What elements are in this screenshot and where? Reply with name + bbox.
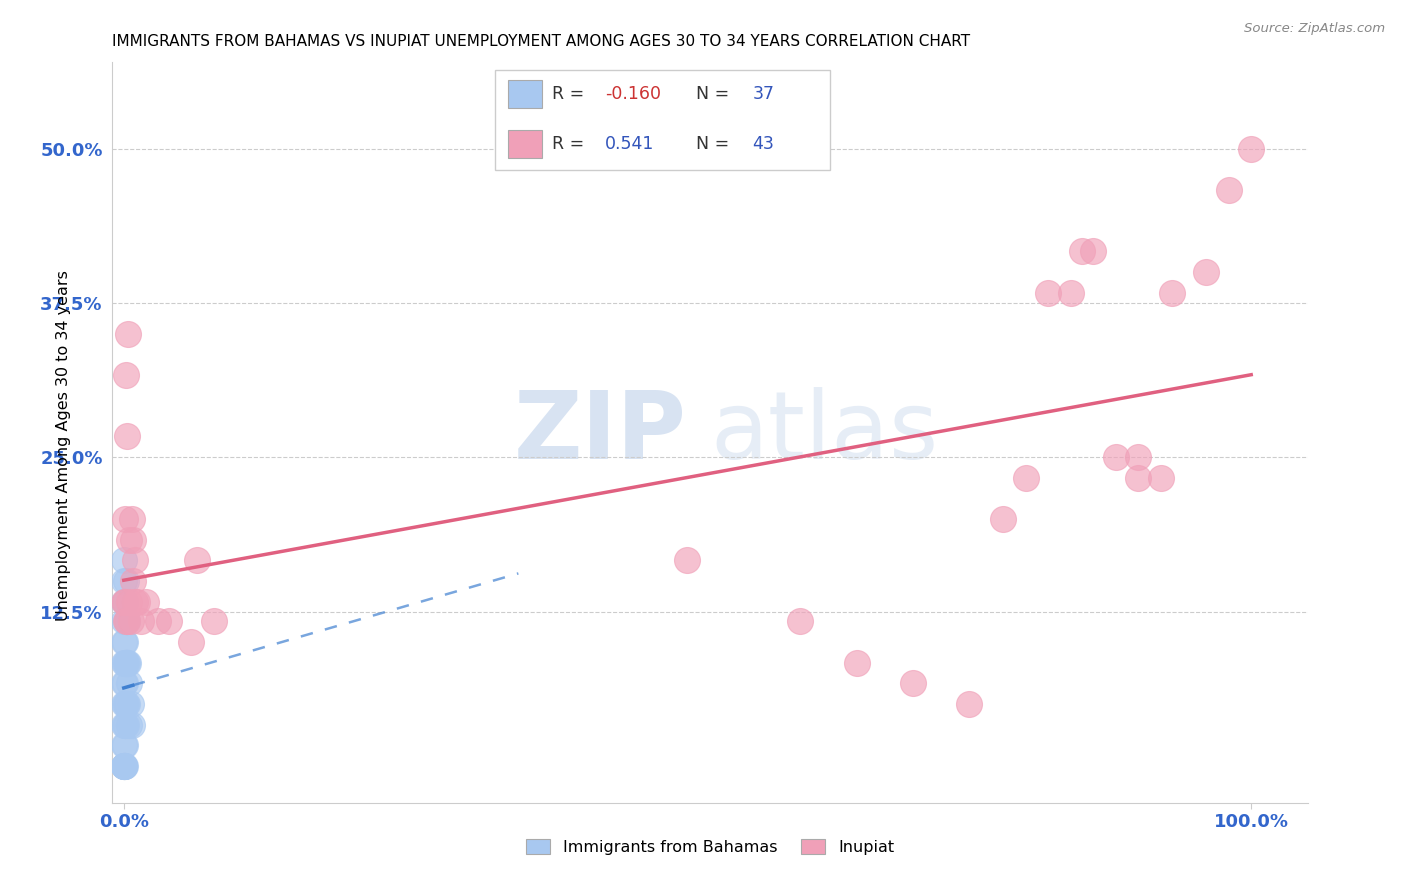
Point [115, 615, 138, 629]
Point [129, 615, 152, 629]
Point [115, 697, 138, 711]
Point [112, 615, 135, 629]
Text: Unemployment Among Ages 30 to 34 years: Unemployment Among Ages 30 to 34 years [56, 270, 70, 622]
Point [112, 595, 135, 609]
Point [112, 635, 135, 649]
Point [115, 615, 138, 629]
Point [118, 718, 141, 732]
Point [1128, 450, 1150, 465]
Point [1038, 286, 1060, 301]
Point [118, 595, 141, 609]
Point [117, 657, 139, 671]
Point [121, 574, 143, 588]
Point [115, 718, 138, 732]
Point [1240, 142, 1263, 156]
Point [114, 738, 136, 752]
Point [117, 326, 139, 341]
Point [115, 368, 138, 382]
Point [115, 657, 138, 671]
Point [112, 718, 135, 732]
Point [146, 615, 169, 629]
Point [1105, 450, 1128, 465]
Point [112, 758, 135, 772]
Point [114, 697, 136, 711]
Point [112, 758, 135, 772]
Point [121, 533, 143, 547]
Point [112, 676, 135, 690]
Point [114, 595, 136, 609]
Point [157, 615, 180, 629]
Point [118, 676, 141, 690]
Point [115, 615, 138, 629]
Point [1060, 286, 1083, 301]
Legend: Immigrants from Bahamas, Inupiat: Immigrants from Bahamas, Inupiat [520, 833, 900, 862]
Text: ZIP: ZIP [513, 386, 686, 479]
Point [1150, 471, 1173, 485]
Point [118, 533, 141, 547]
Point [1015, 471, 1038, 485]
Point [124, 552, 146, 566]
Point [845, 657, 868, 671]
Point [1071, 244, 1094, 259]
Point [114, 718, 136, 732]
Point [114, 676, 136, 690]
Point [115, 574, 138, 588]
Point [112, 758, 135, 772]
Point [127, 595, 149, 609]
Point [112, 758, 135, 772]
Point [202, 615, 225, 629]
Point [901, 676, 924, 690]
Point [1218, 182, 1240, 196]
Text: Source: ZipAtlas.com: Source: ZipAtlas.com [1244, 22, 1385, 36]
Point [112, 758, 135, 772]
Point [1128, 471, 1150, 485]
Point [114, 595, 136, 609]
Point [112, 657, 135, 671]
Point [115, 697, 138, 711]
Point [120, 697, 142, 711]
Point [120, 615, 142, 629]
Point [112, 552, 135, 566]
Point [186, 552, 208, 566]
Point [991, 512, 1014, 526]
Point [124, 595, 146, 609]
Point [789, 615, 811, 629]
Point [121, 512, 143, 526]
Point [112, 595, 135, 609]
Point [1161, 286, 1184, 301]
Point [112, 758, 135, 772]
Point [114, 635, 136, 649]
Point [135, 595, 157, 609]
Point [180, 635, 202, 649]
Point [957, 697, 980, 711]
Point [115, 657, 138, 671]
Point [1195, 265, 1218, 279]
Text: atlas: atlas [710, 386, 938, 479]
Point [115, 615, 138, 629]
Point [112, 697, 135, 711]
Point [676, 552, 699, 566]
Point [112, 738, 135, 752]
Text: IMMIGRANTS FROM BAHAMAS VS INUPIAT UNEMPLOYMENT AMONG AGES 30 TO 34 YEARS CORREL: IMMIGRANTS FROM BAHAMAS VS INUPIAT UNEMP… [112, 34, 970, 49]
Point [115, 429, 138, 443]
Point [1083, 244, 1105, 259]
Point [114, 512, 136, 526]
Point [114, 758, 136, 772]
Point [112, 574, 135, 588]
Point [114, 657, 136, 671]
Point [121, 718, 143, 732]
